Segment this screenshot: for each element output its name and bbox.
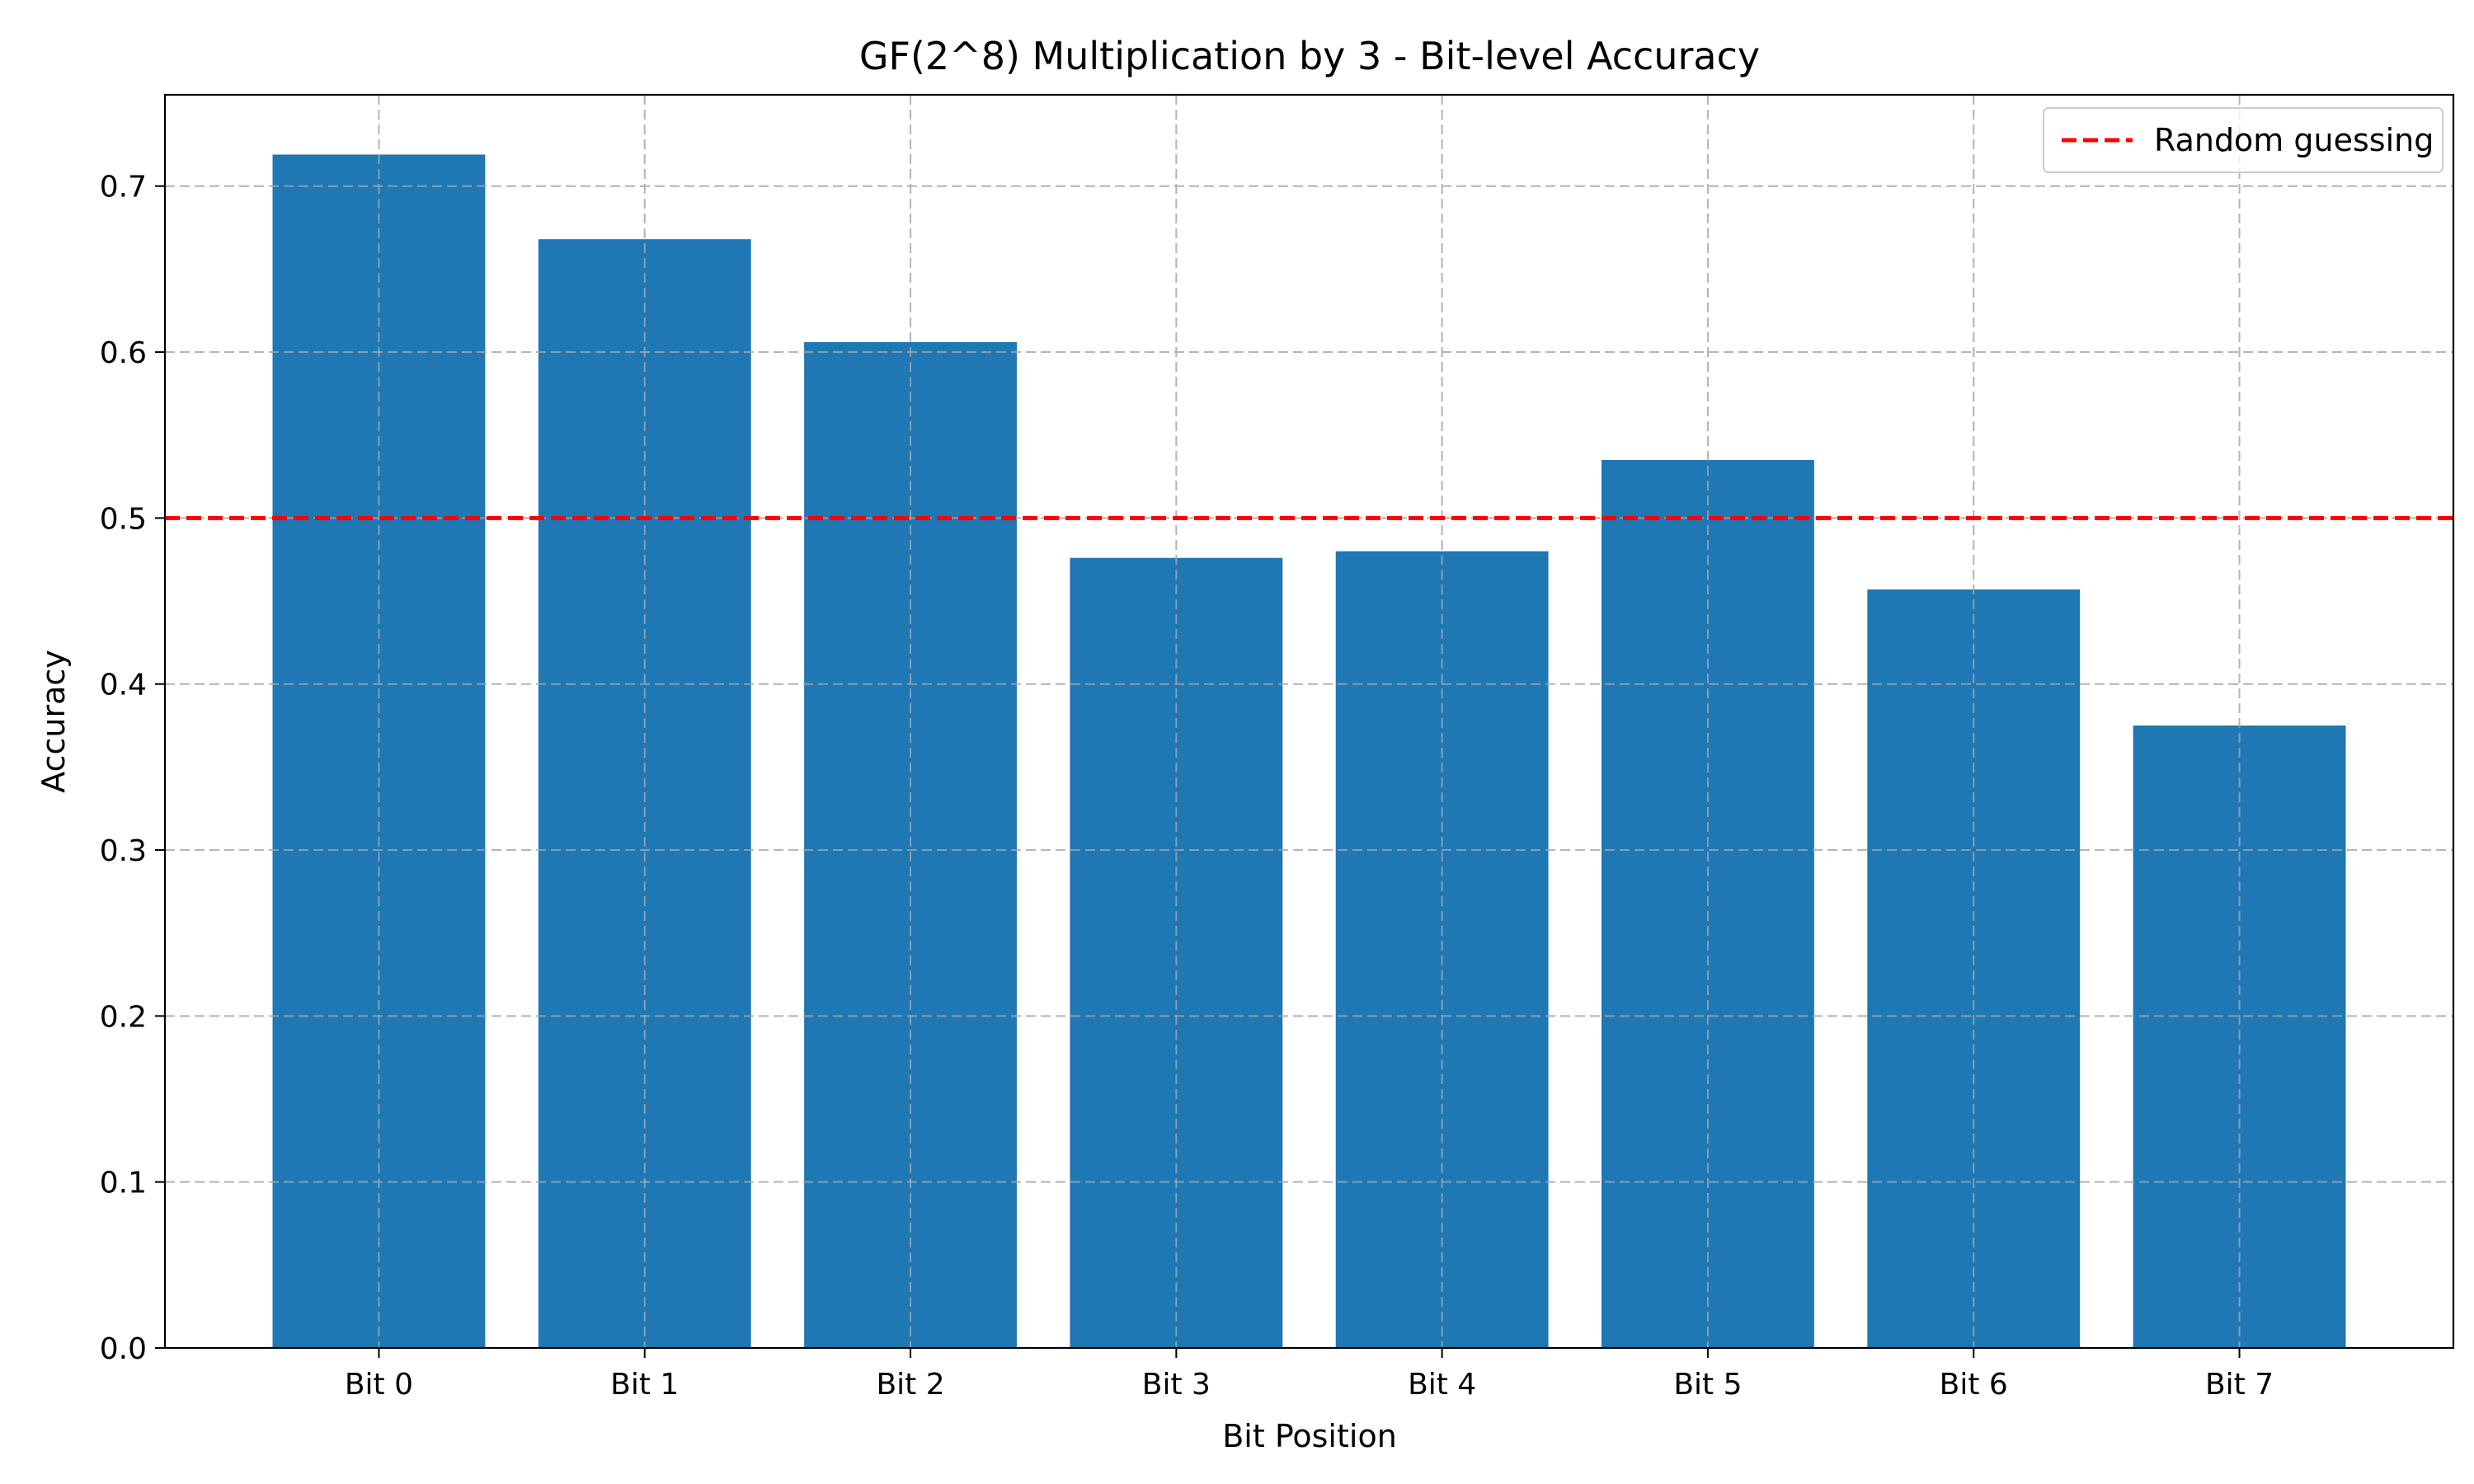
y-tick-label: 0.4 bbox=[100, 669, 147, 702]
y-tick-label: 0.2 bbox=[100, 1000, 147, 1034]
x-tick-label: Bit 5 bbox=[1673, 1368, 1742, 1402]
chart-title: GF(2^8) Multiplication by 3 - Bit-level … bbox=[859, 34, 1760, 78]
legend: Random guessing bbox=[2043, 107, 2443, 173]
x-tick-label: Bit 4 bbox=[1408, 1368, 1476, 1402]
x-tick-label: Bit 7 bbox=[2205, 1368, 2274, 1402]
bar-bit-6 bbox=[1867, 589, 2081, 1348]
y-tick-label: 0.3 bbox=[100, 834, 147, 868]
y-tick-label: 0.6 bbox=[100, 336, 147, 370]
legend-label: Random guessing bbox=[2154, 122, 2434, 158]
y-axis-label: Accuracy bbox=[35, 650, 72, 793]
legend-box bbox=[2043, 107, 2443, 173]
y-tick-label: 0.0 bbox=[100, 1332, 147, 1366]
x-axis-ticks: Bit 0 Bit 1 Bit 2 Bit 3 Bit 4 Bit 5 Bit 6 Bit 7 bbox=[345, 1348, 2274, 1402]
x-tick-label: Bit 1 bbox=[610, 1368, 679, 1402]
x-tick-label: Bit 6 bbox=[1940, 1368, 2008, 1402]
y-axis-ticks: 0.0 0.1 0.2 0.3 0.4 0.5 0.6 0.7 bbox=[100, 171, 165, 1366]
x-tick-label: Bit 0 bbox=[345, 1368, 413, 1402]
x-axis-label: Bit Position bbox=[1222, 1418, 1397, 1454]
y-tick-label: 0.1 bbox=[100, 1167, 147, 1200]
plot-frame bbox=[163, 93, 2455, 1350]
y-tick-label: 0.5 bbox=[100, 502, 147, 536]
x-tick-label: Bit 3 bbox=[1142, 1368, 1211, 1402]
x-tick-label: Bit 2 bbox=[876, 1368, 944, 1402]
y-tick-label: 0.7 bbox=[100, 171, 147, 204]
